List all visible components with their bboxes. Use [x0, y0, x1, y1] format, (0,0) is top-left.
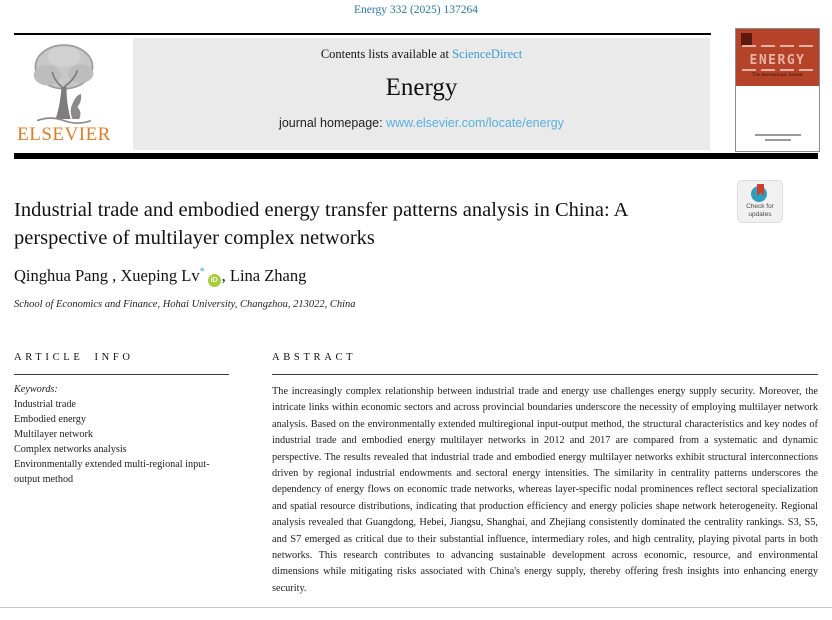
info-abstract-section: ARTICLE INFO Keywords: Industrial trade … — [14, 352, 818, 597]
check-badge-label-line2: updates — [748, 210, 772, 218]
header-divider-bar — [14, 153, 818, 159]
cover-fineprint-line — [764, 139, 791, 141]
check-for-updates-button[interactable]: Check for updates — [737, 180, 783, 223]
abstract-rule — [272, 374, 818, 375]
orcid-icon[interactable]: iD — [207, 274, 221, 287]
keyword-item: Industrial trade — [14, 399, 76, 410]
homepage-line: journal homepage: www.elsevier.com/locat… — [133, 116, 710, 130]
article-info-rule — [14, 374, 229, 375]
elsevier-logo[interactable]: ELSEVIER — [14, 38, 114, 150]
author-separator: , — [107, 266, 121, 285]
journal-citation-link[interactable]: Energy 332 (2025) 137264 — [353, 4, 479, 16]
cover-publisher-emblem-icon — [741, 33, 752, 46]
abstract-text: The increasingly complex relationship be… — [272, 386, 818, 594]
elsevier-wordmark: ELSEVIER — [17, 124, 111, 145]
cover-fineprint-line — [742, 69, 813, 71]
footnote-divider-rule — [0, 607, 832, 608]
sciencedirect-link[interactable]: ScienceDirect — [452, 47, 523, 61]
check-badge-label-line1: Check for — [746, 203, 774, 210]
homepage-link[interactable]: www.elsevier.com/locate/energy — [386, 116, 564, 130]
corresponding-author-marker[interactable]: * — [199, 266, 205, 278]
keywords-label: Keywords: — [14, 384, 58, 395]
paper-title: Industrial trade and embodied energy tra… — [14, 199, 628, 250]
author-separator: , — [221, 266, 230, 285]
cover-masthead-area: ENERGY The International Journal — [736, 29, 819, 86]
author-name: Qinghua Pang — [14, 266, 108, 285]
abstract-heading: ABSTRACT — [272, 352, 357, 363]
keyword-item: Multilayer network — [14, 429, 93, 440]
contents-line: Contents lists available at ScienceDirec… — [133, 47, 710, 62]
abstract-column: ABSTRACT The increasingly complex relati… — [272, 352, 818, 597]
article-info-heading: ARTICLE INFO — [14, 352, 134, 363]
cover-fineprint-line — [754, 134, 801, 136]
contents-text: Contents lists available at — [320, 47, 453, 61]
author-name: Lina Zhang — [229, 266, 307, 285]
author-byline: Qinghua Pang , Xueping Lv*iD, Lina Zhang — [14, 266, 306, 287]
journal-title: Energy — [385, 74, 458, 101]
homepage-label: journal homepage: — [279, 116, 387, 130]
keyword-item: Embodied energy — [14, 414, 86, 425]
keyword-item: Complex networks analysis — [14, 444, 127, 455]
cover-fineprint-line — [742, 45, 813, 47]
elsevier-tree-icon — [14, 38, 114, 126]
cover-lower-area — [736, 86, 819, 151]
keyword-item: Environmentally extended multi-regional … — [14, 459, 210, 485]
cover-tagline: The International Journal — [752, 73, 803, 78]
article-info-column: ARTICLE INFO Keywords: Industrial trade … — [14, 352, 229, 597]
header-top-rule — [14, 33, 711, 35]
author-affiliation: School of Economics and Finance, Hohai U… — [14, 299, 356, 310]
journal-cover-thumbnail[interactable]: ENERGY The International Journal — [735, 28, 820, 152]
keywords-list: Industrial trade Embodied energy Multila… — [14, 397, 229, 487]
cover-masthead-text: ENERGY — [749, 53, 806, 68]
author-name: Xueping Lv — [120, 266, 200, 285]
journal-banner: Contents lists available at ScienceDirec… — [133, 38, 710, 150]
crossmark-icon — [751, 184, 769, 202]
